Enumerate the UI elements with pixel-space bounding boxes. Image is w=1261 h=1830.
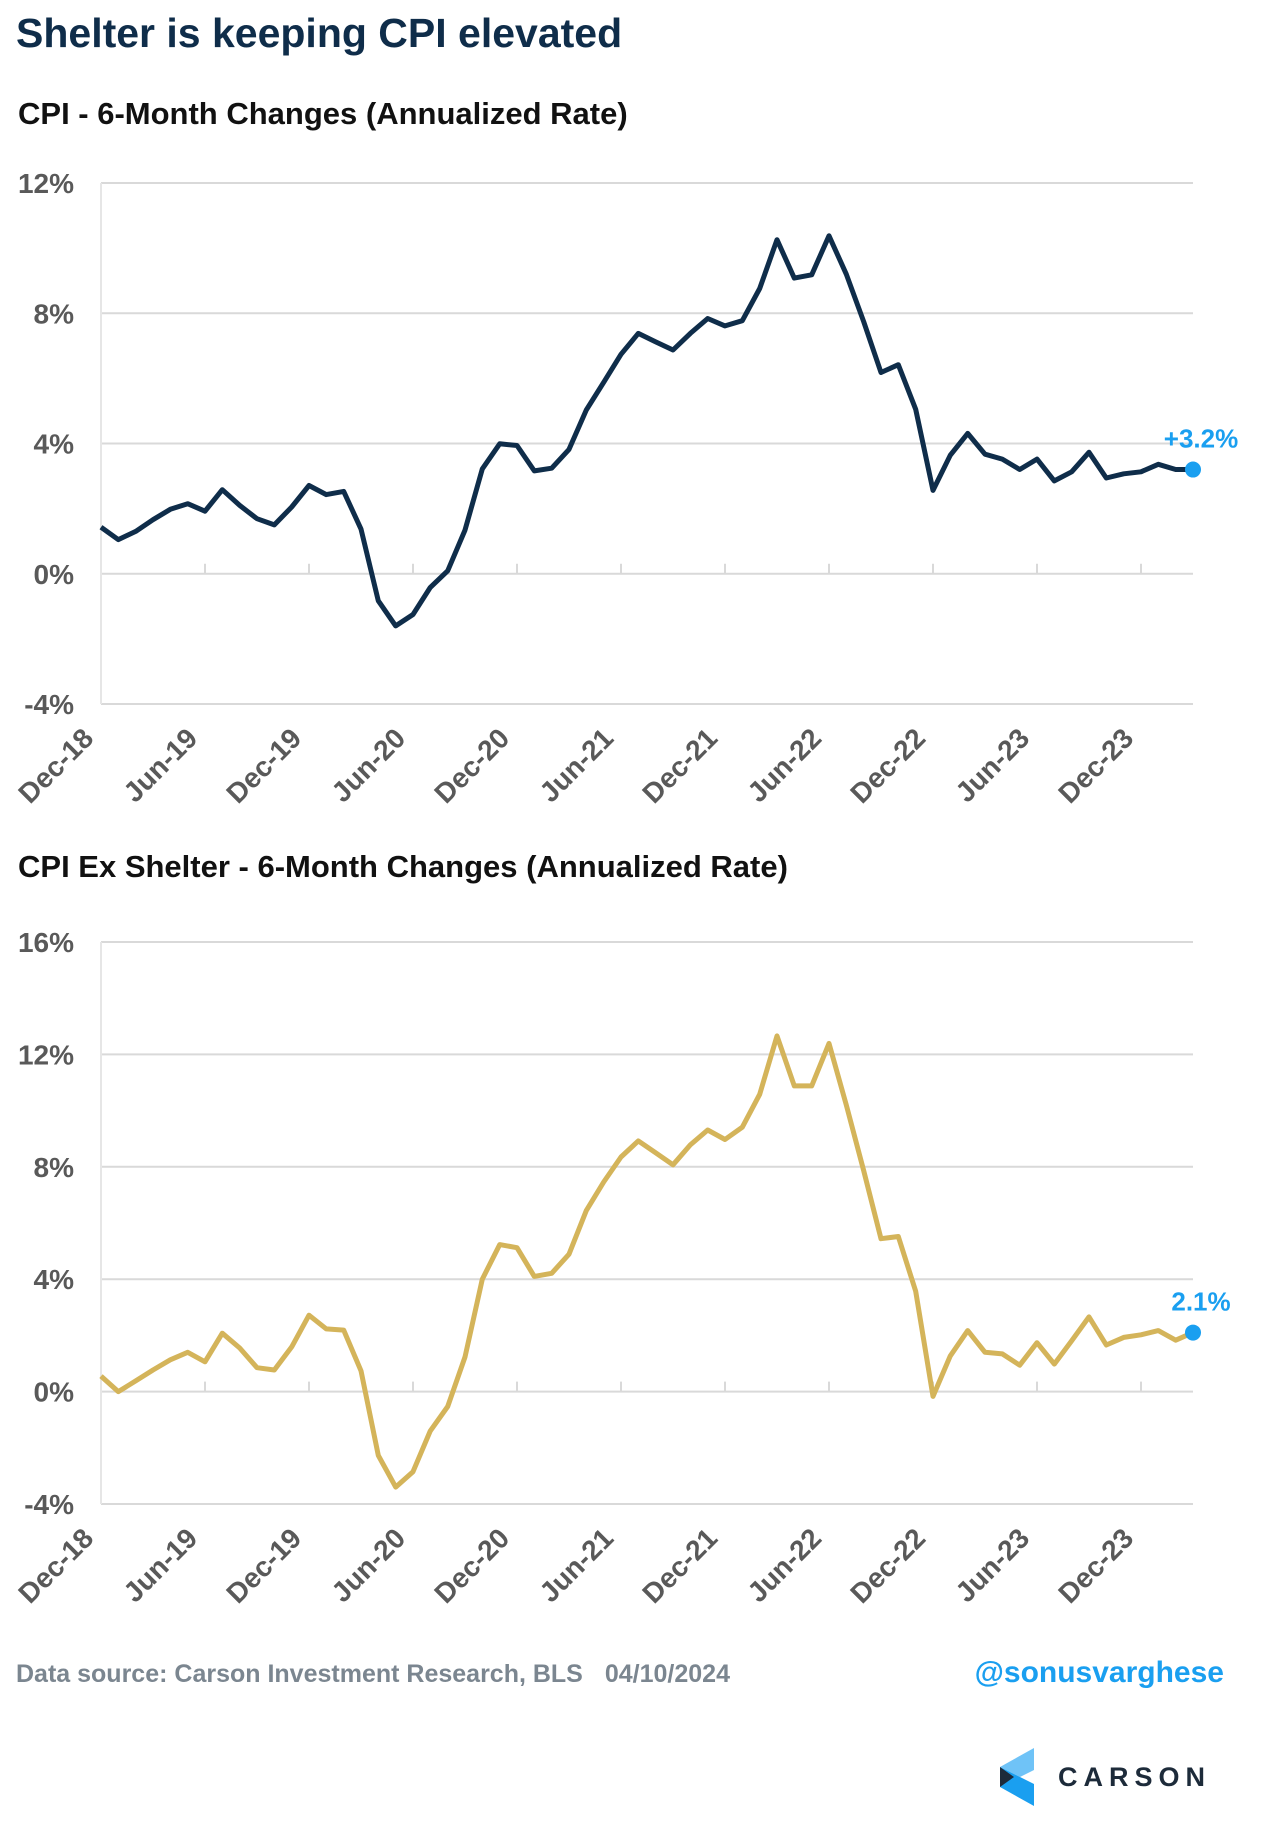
footer-source: Data source: Carson Investment Research,… — [16, 1660, 730, 1689]
x-tick-label: Dec-23 — [1052, 1522, 1139, 1609]
cpi-ex-shelter-chart: 16%12%8%4%0%-4%Dec-18 Jun-19 Dec-19 Jun-20 D… — [12, 927, 1230, 1609]
cpi-chart: 12%8%4%0%-4%Dec-18 Jun-19 Dec-19 Jun-20 Dec-… — [12, 168, 1238, 809]
chart-1-title: CPI - 6-Month Changes (Annualized Rate) — [18, 96, 628, 131]
carson-logo-icon — [1000, 1748, 1034, 1806]
x-tick-label: Dec-20 — [428, 722, 515, 809]
chart-2-title: CPI Ex Shelter - 6-Month Changes (Annual… — [18, 849, 788, 884]
x-tick-label: Dec-21 — [636, 1522, 723, 1609]
x-tick-label: Dec-18 — [12, 1522, 99, 1609]
carson-logo: CARSON — [1000, 1748, 1211, 1806]
logo-text: CARSON — [1058, 1761, 1212, 1792]
x-tick-label: Jun-21 — [534, 1522, 620, 1608]
x-tick-label: Jun-19 — [118, 722, 204, 808]
series-line — [99, 1033, 1195, 1490]
y-tick-label: 16% — [18, 927, 74, 958]
end-point-marker — [1185, 1324, 1201, 1341]
twitter-handle[interactable]: @sonusvarghese — [974, 1656, 1224, 1689]
date-text: 04/10/2024 — [604, 1660, 730, 1688]
x-tick-label: Jun-23 — [950, 722, 1036, 808]
x-tick-label: Jun-21 — [534, 722, 620, 808]
x-tick-label: Dec-19 — [220, 722, 307, 809]
x-tick-label: Jun-22 — [742, 722, 828, 808]
y-tick-label: 8% — [34, 1152, 75, 1183]
y-tick-label: -4% — [24, 689, 74, 720]
x-tick-label: Dec-22 — [844, 722, 931, 809]
end-point-marker — [1185, 461, 1201, 478]
y-tick-label: -4% — [24, 1489, 74, 1520]
x-tick-label: Jun-20 — [326, 1522, 412, 1608]
x-tick-label: Dec-19 — [220, 1522, 307, 1609]
x-tick-label: Jun-23 — [950, 1522, 1036, 1608]
end-value-label: +3.2% — [1164, 424, 1238, 454]
end-value-label: 2.1% — [1171, 1287, 1230, 1317]
x-tick-label: Dec-22 — [844, 1522, 931, 1609]
series-line — [99, 233, 1193, 629]
y-tick-label: 12% — [18, 168, 74, 199]
x-tick-label: Dec-23 — [1052, 722, 1139, 809]
x-tick-label: Dec-18 — [12, 722, 99, 809]
y-tick-label: 4% — [34, 429, 75, 460]
x-tick-label: Dec-21 — [636, 722, 723, 809]
y-tick-label: 4% — [34, 1264, 75, 1295]
page-title: Shelter is keeping CPI elevated — [16, 10, 623, 56]
y-tick-label: 0% — [34, 559, 75, 590]
x-tick-label: Jun-19 — [118, 1522, 204, 1608]
x-tick-label: Jun-22 — [742, 1522, 828, 1608]
source-text: Data source: Carson Investment Research,… — [16, 1660, 583, 1688]
y-tick-label: 8% — [34, 298, 75, 329]
y-tick-label: 0% — [34, 1377, 75, 1408]
x-tick-label: Dec-20 — [428, 1522, 515, 1609]
y-tick-label: 12% — [18, 1039, 74, 1070]
x-tick-label: Jun-20 — [326, 722, 412, 808]
